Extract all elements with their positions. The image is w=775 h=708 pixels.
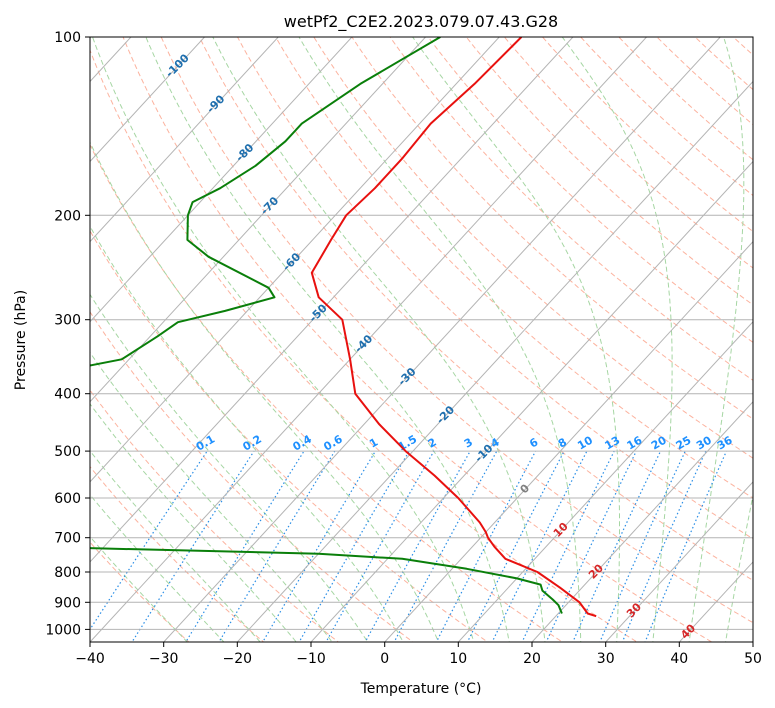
isotherm-line [457, 320, 753, 642]
isotherm-line [90, 37, 279, 243]
x-tick-label: −20 [223, 651, 253, 667]
isotherm-line [384, 240, 753, 642]
isotherm-line [605, 481, 753, 642]
y-tick-label: 1000 [45, 622, 81, 638]
dry-adiabat-line [198, 37, 753, 581]
x-tick-label: 50 [744, 651, 762, 667]
dry-adiabat-line [351, 37, 753, 420]
isotherms [0, 10, 753, 654]
isotherm-line [90, 37, 206, 163]
y-tick-label: 500 [54, 444, 81, 460]
isotherm-line [90, 37, 574, 563]
isotherm-line [0, 10, 9, 654]
plot-area: 0.1 0.2 0.4 0.6 1 1.5 2 3 4 6 8 10 13 16 20 25 30 36-100-… [0, 10, 753, 654]
x-axis-label: Temperature (°C) [360, 681, 482, 697]
moist-adiabat-line [92, 37, 475, 642]
plot-background [90, 37, 753, 642]
moist-adiabat-line [725, 493, 753, 642]
y-tick-label: 200 [54, 208, 81, 224]
isotherm-line [90, 37, 427, 403]
moist-adiabat-line [90, 293, 369, 642]
profiles [90, 37, 597, 618]
isotherm-line [90, 37, 353, 323]
dry-adiabat-line [122, 37, 713, 642]
dry-adiabat-line [465, 37, 753, 306]
isotherm-line [90, 37, 500, 483]
x-tick-label: −10 [296, 651, 326, 667]
y-tick-label: 800 [54, 565, 81, 581]
y-tick-label: 400 [54, 387, 81, 403]
isotherm-line [163, 37, 721, 642]
dry-adiabat-line [90, 229, 489, 642]
dry-adiabat-line [160, 37, 753, 624]
x-tick-label: −40 [75, 651, 105, 667]
isotherm-line [310, 160, 753, 642]
chart-title: wetPf2_C2E2.2023.079.07.43.G28 [284, 12, 558, 32]
moist-adiabat-line [90, 535, 188, 642]
dry-adiabat-line [90, 48, 638, 642]
y-tick-label: 300 [54, 313, 81, 329]
temperature-profile [310, 37, 597, 618]
dry-adiabat-line [90, 143, 564, 642]
x-tick-label: −30 [149, 651, 179, 667]
x-axis-ticks: −40 −30 −20 −10 0 10 20 30 40 50 [75, 642, 762, 667]
y-axis-ticks: 100 200 300 400 500 600 700 800 900 1000 [45, 30, 90, 638]
x-tick-label: 40 [670, 651, 688, 667]
x-tick-label: 0 [380, 651, 389, 667]
moist-adiabat-line [561, 37, 673, 642]
isotherm-line [90, 37, 648, 642]
dry-adiabat-line [313, 37, 753, 459]
moist-adiabat-line [212, 37, 546, 642]
moist-adiabat-line [688, 37, 745, 642]
x-tick-label: 20 [523, 651, 541, 667]
y-tick-label: 600 [54, 491, 81, 507]
dewpoint-profile [90, 37, 563, 614]
y-tick-label: 100 [54, 30, 81, 46]
y-axis-label: Pressure (hPa) [13, 290, 29, 390]
dry-adiabat-line [90, 465, 265, 642]
x-tick-label: 10 [449, 651, 467, 667]
y-tick-label: 900 [54, 595, 81, 611]
x-tick-label: 30 [597, 651, 615, 667]
isotherm-line [531, 401, 753, 642]
plot-frame [89, 36, 754, 643]
y-tick-label: 700 [54, 531, 81, 547]
isotherm-line [236, 80, 753, 642]
